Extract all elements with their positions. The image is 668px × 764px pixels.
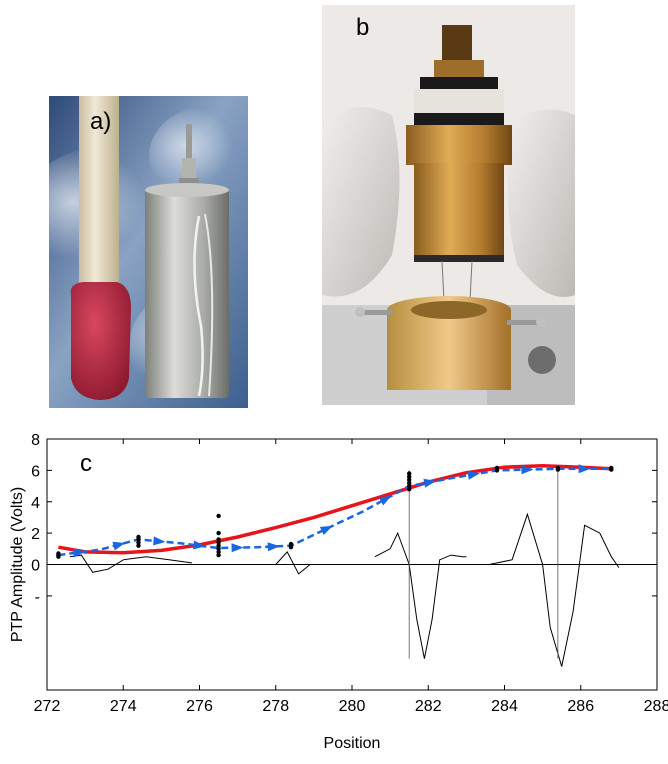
tracked-path-arrow [319, 525, 333, 536]
x-tick-label: 278 [262, 698, 289, 715]
waveform-trace [374, 531, 467, 659]
tracked-path-arrow [521, 465, 534, 475]
amplitude-sample-point [216, 513, 221, 519]
amplitude-sample-point [407, 471, 412, 476]
tracked-path-arrow [72, 548, 86, 558]
tracked-path-arrow [112, 541, 126, 551]
amplitude-sample-point [216, 549, 221, 555]
x-tick-label: 280 [339, 698, 366, 715]
amplitude-sample-point [407, 474, 412, 479]
glove-right [508, 109, 575, 297]
amplitude-sample-point [609, 465, 614, 471]
y-tick-label: - [35, 589, 40, 606]
x-tick-label: 276 [186, 698, 213, 715]
match-stick [79, 96, 119, 296]
y-tick-label: 2 [31, 526, 40, 543]
x-axis-title: Position [324, 735, 381, 752]
y-tick-label: 4 [31, 495, 40, 512]
brass-ring-base [387, 310, 511, 390]
match-head [70, 282, 131, 400]
x-tick-label: 272 [34, 698, 61, 715]
panel-b-label: b [356, 14, 370, 41]
amplitude-sample-point [407, 480, 412, 486]
waveform-trace [69, 554, 192, 573]
amplitude-sample-point [56, 551, 61, 556]
x-tick-label: 274 [110, 698, 137, 715]
tracked-path-arrow [231, 543, 244, 553]
panel-c-label: c [80, 450, 92, 477]
tracked-path-arrow [578, 464, 591, 474]
waveform-trace [489, 512, 620, 667]
y-axis-title: PTP Amplitude (Volts) [9, 487, 26, 642]
panel-a-label: a) [90, 108, 112, 135]
panel-c-chart: 272 274 276 278 280 282 284 286 288 8 6 4 2 0 - c Posi… [9, 432, 668, 752]
x-tick-label: 282 [415, 698, 442, 715]
amplitude-sample-point [136, 543, 141, 548]
amplitude-sample-point [216, 537, 221, 542]
amplitude-sample-point [288, 541, 294, 547]
y-tick-label: 8 [31, 432, 40, 449]
brass-housing-body [414, 163, 504, 258]
electrode-can [145, 188, 229, 398]
amplitude-sample-point [136, 540, 141, 545]
tracked-path-arrow [378, 495, 392, 506]
panel-a-photo [49, 96, 248, 408]
amplitude-sample-point [216, 543, 221, 548]
y-tick-label: 0 [31, 558, 40, 575]
tracked-path-arrow [153, 536, 166, 546]
glove-left [322, 107, 400, 297]
amplitude-sample-point [494, 465, 500, 471]
fitted-curve [58, 463, 612, 555]
waveform-trace [275, 551, 311, 575]
x-tick-label: 288 [644, 698, 668, 715]
tracked-path-arrow [192, 540, 206, 550]
tracked-path-arrow [423, 478, 437, 488]
y-tick-label: 6 [31, 463, 40, 480]
amplitude-sample-point [216, 540, 221, 545]
amplitude-sample-point [555, 465, 561, 471]
x-tick-label: 286 [567, 698, 594, 715]
tracked-path-arrow [467, 470, 480, 480]
brass-housing-top [406, 125, 512, 165]
amplitude-sample-point [407, 477, 412, 482]
tracked-path-arrow [267, 542, 280, 552]
amplitude-sample-point [407, 487, 412, 492]
amplitude-sample-point [136, 534, 141, 540]
panel-b-photo [322, 5, 575, 405]
amplitude-sample-point [216, 552, 221, 558]
x-tick-label: 284 [491, 698, 518, 715]
amplitude-sample-point [216, 530, 221, 536]
amplitude-sample-point [407, 483, 412, 489]
amplitude-sample-point [216, 546, 221, 551]
